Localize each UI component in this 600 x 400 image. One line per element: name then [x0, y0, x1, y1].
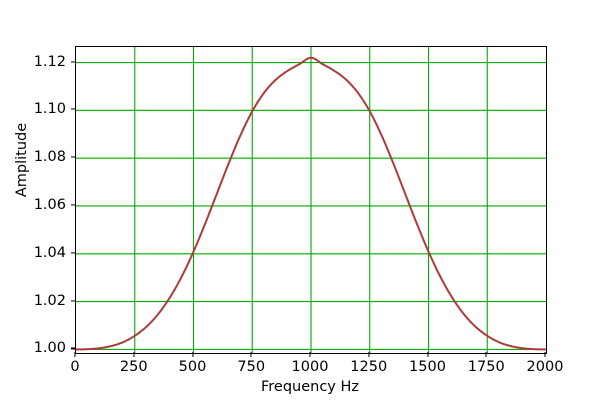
x-tick-mark	[250, 352, 252, 357]
y-tick-label: 1.04	[33, 244, 66, 261]
x-tick-mark	[368, 352, 370, 357]
x-tick-label: 250	[119, 359, 148, 375]
x-tick-mark	[133, 352, 135, 357]
plot-area	[75, 46, 547, 354]
y-tick-label: 1.12	[33, 53, 66, 70]
x-tick-label: 0	[70, 359, 80, 375]
x-tick-mark	[74, 352, 76, 357]
x-tick-label: 750	[237, 359, 266, 375]
y-tick-mark	[70, 108, 75, 110]
y-tick-label: 1.06	[33, 196, 66, 213]
y-axis-tick-labels: 1.00 1.02 1.04 1.06 1.08 1.10 1.12	[0, 46, 66, 357]
y-tick-label: 1.08	[33, 149, 66, 166]
x-tick-label: 1000	[291, 359, 329, 375]
x-axis-tick-labels: 0 250 500 750 1000 1250 1500 1750 2000	[70, 359, 563, 381]
x-tick-mark	[191, 352, 194, 357]
y-tick-label: 1.02	[33, 292, 66, 309]
x-tick-mark	[544, 352, 546, 357]
x-axis-label: Frequency Hz	[260, 379, 360, 395]
y-tick-mark	[70, 60, 75, 63]
y-tick-mark	[70, 347, 75, 349]
x-tick-label: 1750	[467, 359, 505, 375]
x-tick-mark	[485, 352, 487, 357]
grid-layer	[76, 47, 546, 353]
y-tick-mark	[70, 300, 75, 302]
y-axis-tick-marks	[0, 46, 75, 352]
y-tick-mark	[70, 156, 75, 158]
y-tick-mark	[70, 204, 75, 206]
y-axis-label: Amplitude	[14, 122, 30, 198]
x-tick-mark	[426, 352, 429, 357]
x-tick-label: 500	[178, 359, 207, 375]
y-tick-mark	[70, 252, 75, 254]
x-tick-label: 1250	[350, 359, 388, 375]
curve-layer	[76, 56, 546, 351]
y-tick-label: 1.00	[33, 340, 66, 357]
y-tick-label: 1.10	[33, 101, 66, 118]
x-axis-tick-marks	[74, 352, 546, 358]
data-series-line	[76, 56, 546, 351]
x-tick-label: 1500	[409, 359, 446, 375]
x-tick-label: 2000	[526, 359, 564, 375]
x-tick-mark	[309, 352, 311, 357]
